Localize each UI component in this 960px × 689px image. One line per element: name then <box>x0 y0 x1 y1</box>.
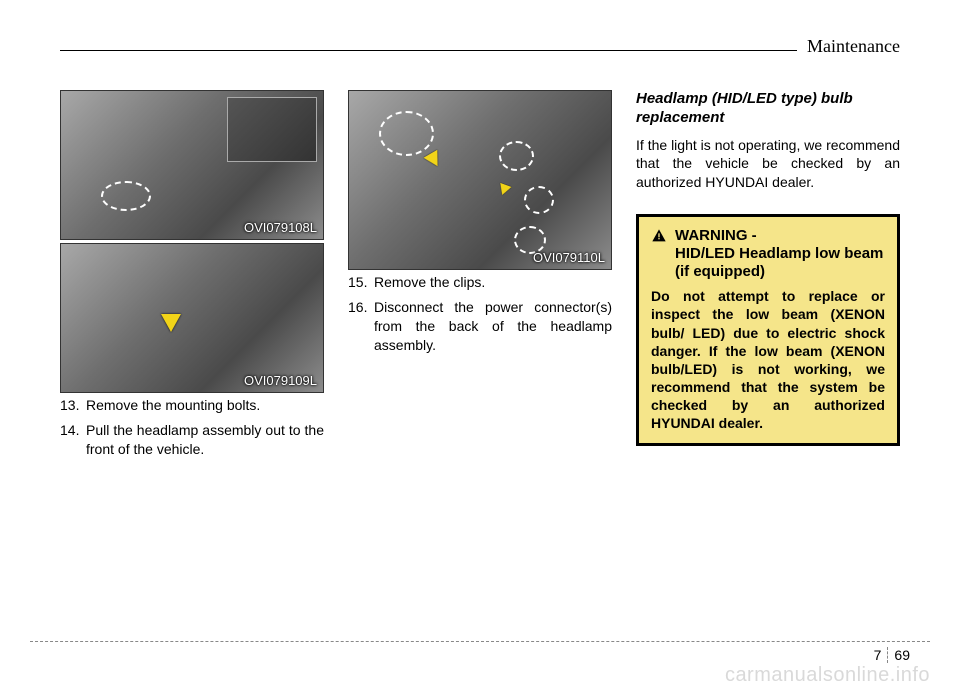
section-title: Maintenance <box>797 36 900 57</box>
warning-title: WARNING - HID/LED Headlamp low beam (if … <box>675 227 885 281</box>
list-number: 16. <box>348 298 374 355</box>
list-text: Disconnect the power connector(s) from t… <box>374 298 612 355</box>
list-item: 15. Remove the clips. <box>348 273 612 292</box>
warning-body: Do not attempt to replace or inspect the… <box>651 287 885 433</box>
column-2: OVI079110L 15. Remove the clips. 16. Dis… <box>348 90 612 465</box>
column-1: OVI079108L OVI079109L 13. Remove the mou… <box>60 90 324 465</box>
warning-title-line1: WARNING - <box>675 227 757 244</box>
list-item: 13. Remove the mounting bolts. <box>60 396 324 415</box>
warning-heading: WARNING - HID/LED Headlamp low beam (if … <box>651 227 885 281</box>
figure-1-label: OVI079108L <box>244 220 317 235</box>
warning-box: WARNING - HID/LED Headlamp low beam (if … <box>636 214 900 446</box>
figure-2-label: OVI079109L <box>244 373 317 388</box>
callout-circle <box>524 186 554 214</box>
list-text: Remove the clips. <box>374 273 612 292</box>
page-footer: 7 69 <box>30 641 930 661</box>
section-number: 7 <box>868 647 889 663</box>
header-rule <box>60 50 900 51</box>
list-number: 15. <box>348 273 374 292</box>
callout-circle <box>379 111 434 156</box>
watermark: carmanualsonline.info <box>725 664 930 687</box>
paragraph: If the light is not operating, we recomm… <box>636 136 900 193</box>
list-text: Pull the headlamp assembly out to the fr… <box>86 421 324 459</box>
page-number-value: 69 <box>894 647 910 663</box>
warning-title-line2: HID/LED Headlamp low beam (if equipped) <box>675 245 883 280</box>
page-number: 7 69 <box>868 647 910 663</box>
arrow-icon <box>497 183 512 197</box>
arrow-icon <box>423 150 444 170</box>
page: Maintenance OVI079108L OVI079109L 13. Re… <box>0 0 960 689</box>
column-3: Headlamp (HID/LED type) bulb replacement… <box>636 90 900 465</box>
sub-heading: Headlamp (HID/LED type) bulb replacement <box>636 90 900 128</box>
arrow-icon <box>161 314 181 332</box>
figure-3: OVI079110L <box>348 90 612 270</box>
list-number: 13. <box>60 396 86 415</box>
content-columns: OVI079108L OVI079109L 13. Remove the mou… <box>60 90 900 465</box>
figure-2: OVI079109L <box>60 243 324 393</box>
callout-circle <box>101 181 151 211</box>
list-text: Remove the mounting bolts. <box>86 396 324 415</box>
page-header: Maintenance <box>60 30 900 70</box>
figure-1: OVI079108L <box>60 90 324 240</box>
callout-circle <box>499 141 534 171</box>
figure-3-label: OVI079110L <box>533 250 605 265</box>
list-item: 14. Pull the headlamp assembly out to th… <box>60 421 324 459</box>
warning-icon <box>651 228 669 249</box>
list-number: 14. <box>60 421 86 459</box>
figure-1-inset <box>227 97 317 162</box>
list-item: 16. Disconnect the power connector(s) fr… <box>348 298 612 355</box>
